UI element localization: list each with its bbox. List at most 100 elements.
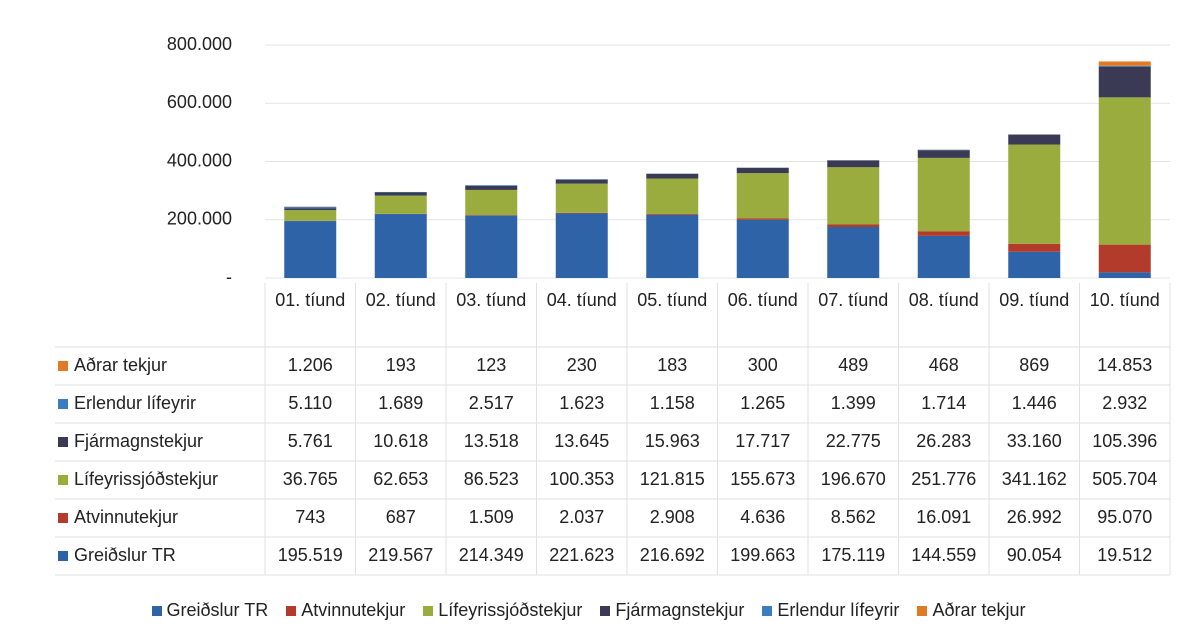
legend-swatch xyxy=(58,512,68,523)
bar-segment xyxy=(917,235,970,278)
bar-segment xyxy=(465,185,518,186)
row-label-text: Atvinnutekjur xyxy=(74,507,179,527)
legend-item: Atvinnutekjur xyxy=(286,600,405,621)
row-label: Atvinnutekjur xyxy=(58,507,178,528)
legend-swatch xyxy=(58,474,68,485)
legend-swatch xyxy=(423,605,434,616)
table-cell: 22.775 xyxy=(825,431,881,451)
table-cell: 251.776 xyxy=(911,469,977,489)
bar-segment xyxy=(917,231,970,236)
x-tick-label: 01. tíund xyxy=(275,290,346,310)
x-tick-label: 10. tíund xyxy=(1089,290,1160,310)
bar-segment xyxy=(1098,272,1151,278)
bar-segment xyxy=(1098,66,1151,98)
table-cell: 19.512 xyxy=(1097,545,1153,565)
table-cell: 2.517 xyxy=(468,393,514,413)
x-tick-label: 03. tíund xyxy=(456,290,527,310)
bar-segment xyxy=(465,215,518,278)
row-label-text: Fjármagnstekjur xyxy=(74,431,204,451)
table-cell: 230 xyxy=(566,355,597,375)
legend-label: Atvinnutekjur xyxy=(301,600,406,620)
table-cell: 13.518 xyxy=(463,431,519,451)
bar-segment xyxy=(736,173,789,219)
table-cell: 199.663 xyxy=(730,545,796,565)
table-cell: 216.692 xyxy=(639,545,705,565)
y-tick-label: 400.000 xyxy=(167,150,232,170)
table-cell: 1.446 xyxy=(1011,393,1057,413)
table-cell: 193 xyxy=(385,355,416,375)
bar-segment xyxy=(827,224,880,227)
table-cell: 1.509 xyxy=(468,507,514,527)
bar-segment xyxy=(555,212,608,214)
bar-segment xyxy=(1008,144,1061,244)
table-cell: 13.645 xyxy=(554,431,610,451)
table-cell: 155.673 xyxy=(730,469,796,489)
bar-segment xyxy=(465,185,518,190)
table-cell: 100.353 xyxy=(549,469,615,489)
table-cell: 5.110 xyxy=(288,393,333,413)
y-tick-label: - xyxy=(226,267,232,287)
row-label: Erlendur lífeyrir xyxy=(58,393,196,414)
bar-segment xyxy=(646,178,699,215)
legend-label: Lífeyrissjóðstekjur xyxy=(438,600,583,620)
bar-segment xyxy=(827,167,880,225)
legend-item: Aðrar tekjur xyxy=(917,600,1025,621)
bar-segment xyxy=(1098,97,1151,245)
table-cell: 300 xyxy=(747,355,778,375)
bar-segment xyxy=(1098,244,1151,273)
bar-segment xyxy=(284,208,337,211)
bar-segment xyxy=(465,189,518,216)
table-cell: 869 xyxy=(1019,355,1050,375)
row-label-text: Erlendur lífeyrir xyxy=(74,393,197,413)
bar-segment xyxy=(555,213,608,278)
x-tick-label: 05. tíund xyxy=(637,290,708,310)
table-cell: 15.963 xyxy=(644,431,700,451)
legend-label: Fjármagnstekjur xyxy=(615,600,745,620)
row-label: Lífeyrissjóðstekjur xyxy=(58,469,218,490)
row-label: Fjármagnstekjur xyxy=(58,431,203,452)
legend-swatch xyxy=(286,605,297,616)
legend-label: Aðrar tekjur xyxy=(932,600,1026,620)
table-cell: 1.689 xyxy=(378,393,424,413)
legend-swatch xyxy=(58,360,68,371)
legend: Greiðslur TR Atvinnutekjur Lífeyrissjóðste… xyxy=(0,600,1177,621)
table-cell: 183 xyxy=(657,355,688,375)
x-tick-label: 07. tíund xyxy=(818,290,889,310)
bar-segment xyxy=(736,167,789,174)
table-cell: 743 xyxy=(295,507,326,527)
table-cell: 10.618 xyxy=(373,431,429,451)
table-cell: 195.519 xyxy=(277,545,343,565)
table-cell: 489 xyxy=(838,355,869,375)
table-cell: 14.853 xyxy=(1097,355,1153,375)
bar-segment xyxy=(284,210,337,221)
legend-swatch xyxy=(917,605,928,616)
bar-segment xyxy=(374,195,427,214)
table-cell: 4.636 xyxy=(740,507,786,527)
bar-segment xyxy=(374,214,427,278)
legend-swatch xyxy=(600,605,611,616)
table-cell: 144.559 xyxy=(911,545,977,565)
table-cell: 196.670 xyxy=(820,469,886,489)
x-tick-label: 04. tíund xyxy=(546,290,617,310)
legend-swatch xyxy=(58,550,68,561)
table-cell: 2.037 xyxy=(559,507,605,527)
bar-segment xyxy=(1098,61,1151,66)
table-cell: 1.399 xyxy=(830,393,876,413)
bar-segment xyxy=(736,218,789,220)
table-cell: 121.815 xyxy=(639,469,705,489)
bar-segment xyxy=(827,160,880,168)
bar-segment xyxy=(917,150,970,158)
y-tick-label: 200.000 xyxy=(167,209,232,229)
bar-segment xyxy=(1008,243,1061,252)
bar-segment xyxy=(1008,251,1061,278)
x-tick-label: 08. tíund xyxy=(908,290,979,310)
table-cell: 105.396 xyxy=(1092,431,1158,451)
table-cell: 1.714 xyxy=(921,393,967,413)
bar-segment xyxy=(917,157,970,232)
bar-segment xyxy=(646,173,699,179)
x-tick-label: 09. tíund xyxy=(999,290,1070,310)
legend-label: Erlendur lífeyrir xyxy=(777,600,900,620)
x-tick-label: 02. tíund xyxy=(365,290,436,310)
row-label-text: Lífeyrissjóðstekjur xyxy=(74,469,219,489)
y-tick-label: 800.000 xyxy=(167,34,232,54)
